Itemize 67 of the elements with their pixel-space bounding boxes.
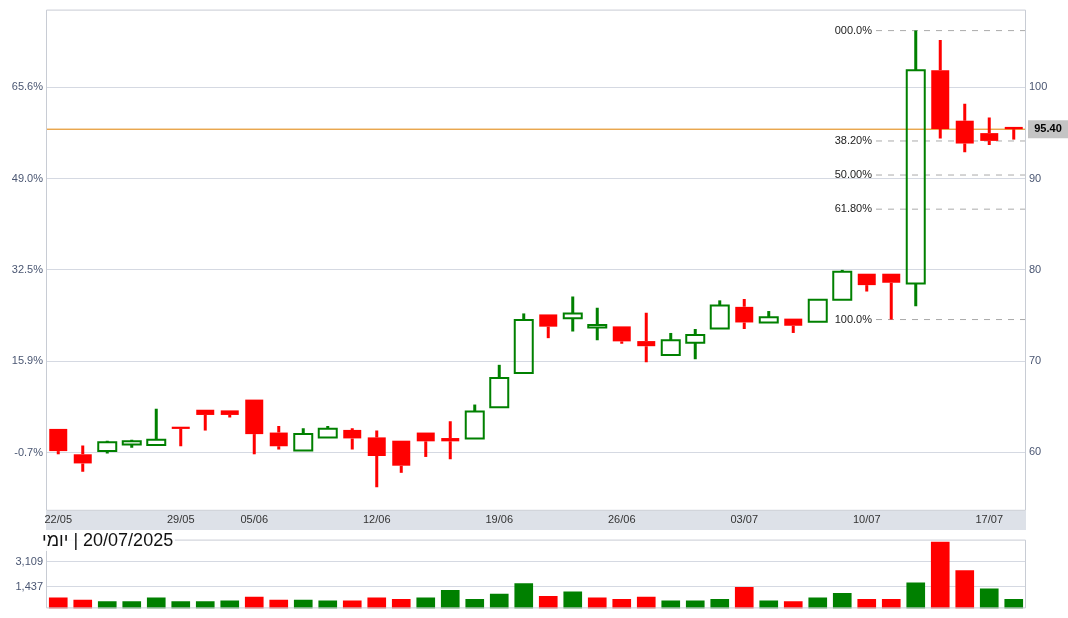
y-tick-label: 3,109: [15, 554, 43, 567]
candlestick: [343, 428, 362, 450]
y-tick-label: 1,437: [15, 579, 43, 592]
x-tick-label: 03/07: [730, 513, 759, 526]
bar: [538, 596, 558, 609]
candlestick: [784, 318, 803, 333]
candlestick: [196, 409, 215, 431]
candlestick: [709, 300, 730, 330]
x-tick-label: 12/06: [362, 513, 391, 526]
annotation: 61.80%: [834, 202, 873, 215]
x-tick-label: 26/06: [607, 513, 636, 526]
y2-tick-label: 60: [1029, 445, 1042, 458]
annotation: 50.00%: [834, 168, 873, 181]
annotation: 100.0%: [834, 312, 873, 325]
x-tick-label: 17/07: [975, 513, 1004, 526]
y2-tick-label: 90: [1029, 171, 1042, 184]
bar: [979, 588, 999, 609]
x-tick-label: 10/07: [852, 513, 881, 526]
candlestick: [882, 273, 901, 320]
candlestick: [539, 314, 558, 339]
candlestick: [857, 273, 876, 292]
candlestick: [489, 364, 510, 409]
candlestick: [955, 103, 974, 153]
y-tick-label: -0.7%: [14, 445, 44, 458]
bar: [489, 593, 509, 609]
bar: [906, 582, 926, 609]
bar: [832, 592, 852, 609]
candlestick: [513, 313, 534, 374]
y2-tick-label: 100: [1029, 80, 1048, 93]
candlestick: [441, 421, 460, 460]
x-tick-label: 05/06: [240, 513, 269, 526]
candlestick: [735, 299, 754, 330]
chart-title: 20/07/2025 | יומי: [40, 530, 176, 551]
candlestick: [587, 307, 608, 341]
candlestick: [73, 445, 92, 472]
bar: [563, 591, 583, 609]
candlestick: [612, 326, 631, 344]
x-tick-label: 19/06: [485, 513, 514, 526]
candlestick: [146, 408, 167, 446]
bar: [514, 583, 534, 609]
y-tick-label: 15.9%: [11, 354, 44, 367]
candlestick: [637, 312, 656, 363]
y-tick-label: 49.0%: [11, 171, 44, 184]
annotation: 000.0%: [834, 23, 873, 36]
y-tick-label: 65.6%: [11, 80, 44, 93]
candlestick: [905, 30, 926, 307]
bar: [440, 589, 460, 609]
y-tick-label: 32.5%: [11, 262, 44, 275]
bar: [930, 541, 950, 609]
candlestick: [171, 426, 190, 447]
candlestick: [980, 117, 999, 146]
candlestick: [931, 40, 950, 139]
ref-line-label: 95.40: [1034, 122, 1062, 135]
candlestick: [367, 430, 386, 488]
x-tick-label: 22/05: [44, 513, 73, 526]
y2-tick-label: 80: [1029, 262, 1042, 275]
annotation: 38.20%: [834, 134, 873, 146]
bar: [955, 570, 975, 609]
candlestick: [392, 440, 411, 473]
candlestick: [269, 425, 288, 450]
candlestick: [416, 432, 435, 457]
x-tick-label: 29/05: [166, 513, 195, 526]
candlestick: [49, 428, 68, 455]
y2-tick-label: 70: [1029, 354, 1042, 367]
bar: [734, 586, 754, 609]
candlestick: [562, 296, 583, 332]
candlestick: [685, 329, 706, 360]
